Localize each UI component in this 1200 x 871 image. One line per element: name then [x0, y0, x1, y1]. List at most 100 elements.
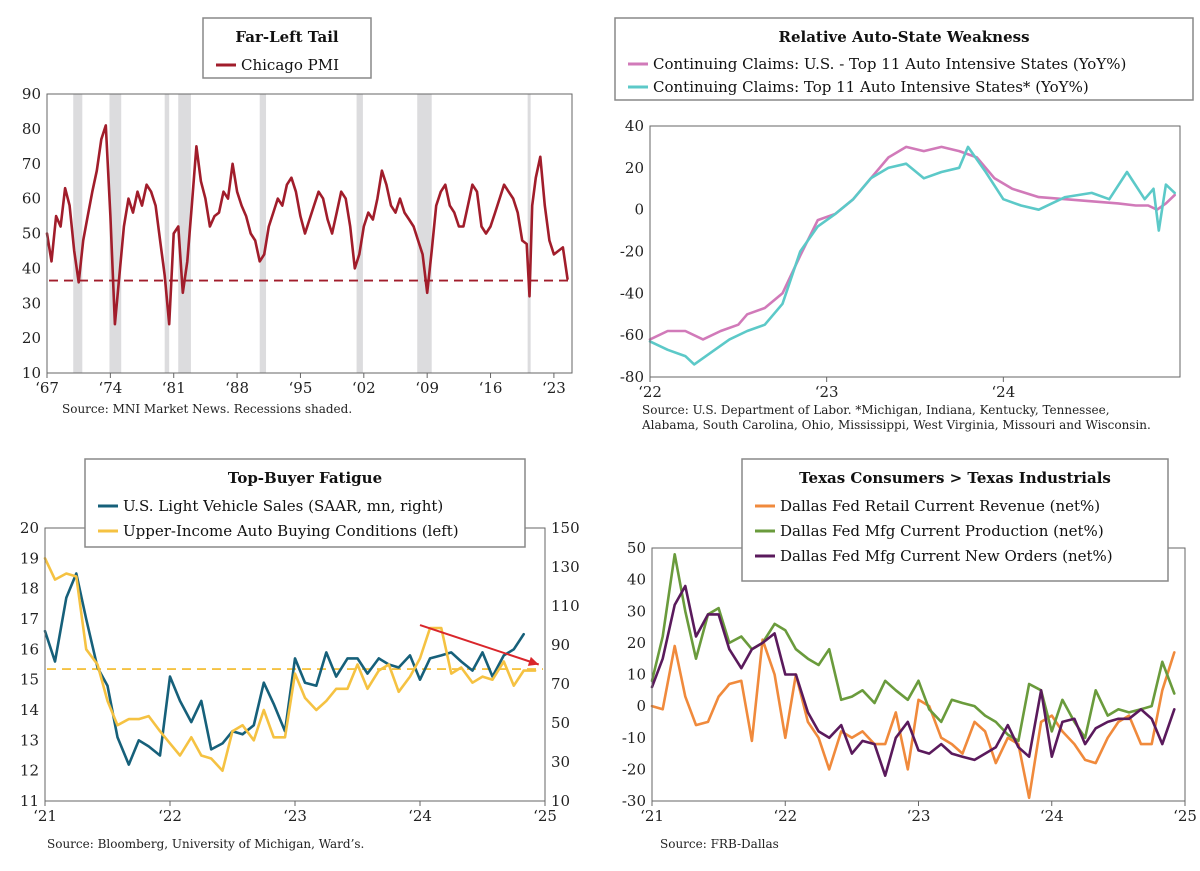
chart-panel-far-left-tail: 10 20 30 40 50 60 70 80 90 ‘67 ‘74 ‘81 ‘88 ‘95 ‘02 ‘09…	[22, 17, 573, 416]
recession-band-0	[73, 94, 83, 373]
series-line-continuing-claims-u-s-top-11-auto-intens	[648, 145, 1177, 341]
y-tick-label: 10	[627, 666, 646, 684]
y-tick-label: 18	[20, 580, 39, 598]
recession-band-4	[259, 94, 267, 373]
y-axis-right-ticks: 10 30 50 70 90 110 130 150	[551, 519, 580, 810]
y-tick-label: 90	[22, 85, 41, 103]
series-line-dallas-fed-mfg-current-production-net	[650, 553, 1176, 743]
series-line-dallas-fed-retail-current-revenue-net	[650, 638, 1176, 800]
y-tick-label: 17	[20, 610, 39, 628]
y2-tick-label: 130	[551, 558, 580, 576]
source-note-line-2: Alabama, South Carolina, Ohio, Mississip…	[641, 418, 1151, 432]
y-tick-label: -40	[620, 284, 644, 302]
x-tick-label: ‘24	[991, 383, 1015, 401]
plot-frame	[46, 93, 573, 374]
y-tick-label: 20	[22, 329, 41, 347]
y-tick-label: 50	[627, 539, 646, 557]
chart-panel-top-buyer-fatigue: 11 12 13 14 15 16 17 18 19 20 10 30 50 70 90 110 130 150…	[20, 458, 580, 851]
x-tick-label: ‘21	[33, 807, 57, 825]
y2-tick-label: 30	[551, 753, 570, 771]
legend-box: Top-Buyer Fatigue U.S. Light Vehicle Sal…	[84, 458, 526, 548]
y-tick-label: 60	[22, 190, 41, 208]
trend-arrow	[419, 624, 540, 666]
y-tick-label: 40	[625, 117, 644, 135]
y-tick-label: 30	[627, 602, 646, 620]
y-tick-label: 19	[20, 549, 39, 567]
source-note-line-1: Source: U.S. Department of Labor. *Michi…	[642, 403, 1110, 417]
recession-band-2	[164, 94, 170, 373]
y-tick-label: -10	[622, 729, 646, 747]
y2-tick-label: 90	[551, 636, 570, 654]
source-note: Source: Bloomberg, University of Michiga…	[47, 837, 364, 851]
legend-label-mfg-production: Dallas Fed Mfg Current Production (net%)	[780, 522, 1104, 540]
x-tick-label: ‘22	[638, 383, 662, 401]
series-line-chicago-pmi	[45, 124, 569, 326]
series-line-continuing-claims-top-11-auto-intensive-	[648, 145, 1177, 366]
x-tick-label: ‘02	[352, 379, 376, 397]
series-lines	[650, 553, 1176, 800]
legend-label-mfg-new-orders: Dallas Fed Mfg Current New Orders (net%)	[780, 547, 1113, 565]
y-tick-label: 20	[627, 634, 646, 652]
legend-box: Texas Consumers > Texas Industrials Dall…	[741, 458, 1169, 582]
y-tick-label: 0	[636, 697, 646, 715]
y-tick-label: 14	[20, 701, 39, 719]
chart-panel-relative-auto-state-weakness: -80 -60 -40 -20 0 20 40 ‘22 ‘23 ‘24 Relative Aut…	[614, 17, 1194, 432]
legend-label-chicago-pmi: Chicago PMI	[241, 56, 339, 74]
y-tick-label: -20	[622, 760, 646, 778]
x-tick-label: ‘95	[289, 379, 313, 397]
recession-band-1	[109, 94, 122, 373]
source-note: Source: MNI Market News. Recessions shad…	[62, 402, 352, 416]
y-tick-label: 11	[20, 792, 39, 810]
x-axis-ticks: ‘67 ‘74 ‘81 ‘88 ‘95 ‘02 ‘09 ‘16 ‘23	[35, 373, 566, 397]
x-tick-label: ‘24	[1040, 807, 1064, 825]
legend-label-auto-states: Continuing Claims: Top 11 Auto Intensive…	[653, 78, 1089, 96]
y-axis-ticks: -80 -60 -40 -20 0 20 40	[620, 117, 644, 386]
y-tick-label: 30	[22, 294, 41, 312]
legend-label-retail-revenue: Dallas Fed Retail Current Revenue (net%)	[780, 497, 1100, 515]
y-tick-label: -30	[622, 792, 646, 810]
y2-tick-label: 50	[551, 714, 570, 732]
x-tick-label: ‘25	[1173, 807, 1197, 825]
x-axis-ticks: ‘21 ‘22 ‘23 ‘24 ‘25	[33, 801, 557, 825]
x-tick-label: ‘74	[98, 379, 122, 397]
recession-band-7	[527, 94, 531, 373]
y2-tick-label: 150	[551, 519, 580, 537]
legend-label-us-minus-auto-states: Continuing Claims: U.S. - Top 11 Auto In…	[653, 55, 1126, 73]
x-tick-label: ‘21	[640, 807, 664, 825]
trend-arrow-head	[527, 656, 539, 666]
chart-panel-texas-consumers: -30 -20 -10 0 10 20 30 40 50 ‘21 ‘22 ‘23 ‘24 ‘25 Tex…	[622, 458, 1197, 851]
y-tick-label: 40	[627, 571, 646, 589]
series-line-upper-income-auto-buying-conditions-left	[43, 557, 537, 773]
legend-box: Far-Left Tail Chicago PMI	[202, 17, 372, 79]
y-tick-label: 20	[625, 159, 644, 177]
recession-shading	[73, 94, 531, 373]
chart-title: Relative Auto-State Weakness	[778, 28, 1029, 46]
x-tick-label: ‘22	[158, 807, 182, 825]
chart-title: Texas Consumers > Texas Industrials	[799, 469, 1111, 487]
x-tick-label: ‘25	[533, 807, 557, 825]
y-tick-label: 80	[22, 120, 41, 138]
x-tick-label: ‘23	[542, 379, 566, 397]
recession-band-6	[417, 94, 432, 373]
x-tick-label: ‘16	[479, 379, 503, 397]
y-tick-label: 13	[20, 731, 39, 749]
y-tick-label: 20	[20, 519, 39, 537]
chart-title: Far-Left Tail	[235, 28, 339, 46]
y-tick-label: 0	[634, 201, 644, 219]
y-axis-ticks: 10 20 30 40 50 60 70 80 90	[22, 85, 41, 382]
series-lines	[43, 557, 537, 773]
y-tick-label: -20	[620, 243, 644, 261]
x-tick-label: ‘24	[408, 807, 432, 825]
x-axis-ticks: ‘22 ‘23 ‘24	[638, 377, 1015, 401]
y2-tick-label: 10	[551, 792, 570, 810]
series-lines	[648, 145, 1177, 366]
recession-band-5	[356, 94, 363, 373]
y-tick-label: 10	[22, 364, 41, 382]
x-axis-ticks: ‘21 ‘22 ‘23 ‘24 ‘25	[640, 801, 1197, 825]
y-tick-label: 70	[22, 155, 41, 173]
x-tick-label: ‘88	[225, 379, 249, 397]
trend-arrow-shaft	[419, 624, 540, 666]
legend-label-vehicle-sales: U.S. Light Vehicle Sales (SAAR, mn, righ…	[123, 497, 443, 515]
y-tick-label: 12	[20, 762, 39, 780]
legend-box: Relative Auto-State Weakness Continuing …	[614, 17, 1194, 101]
